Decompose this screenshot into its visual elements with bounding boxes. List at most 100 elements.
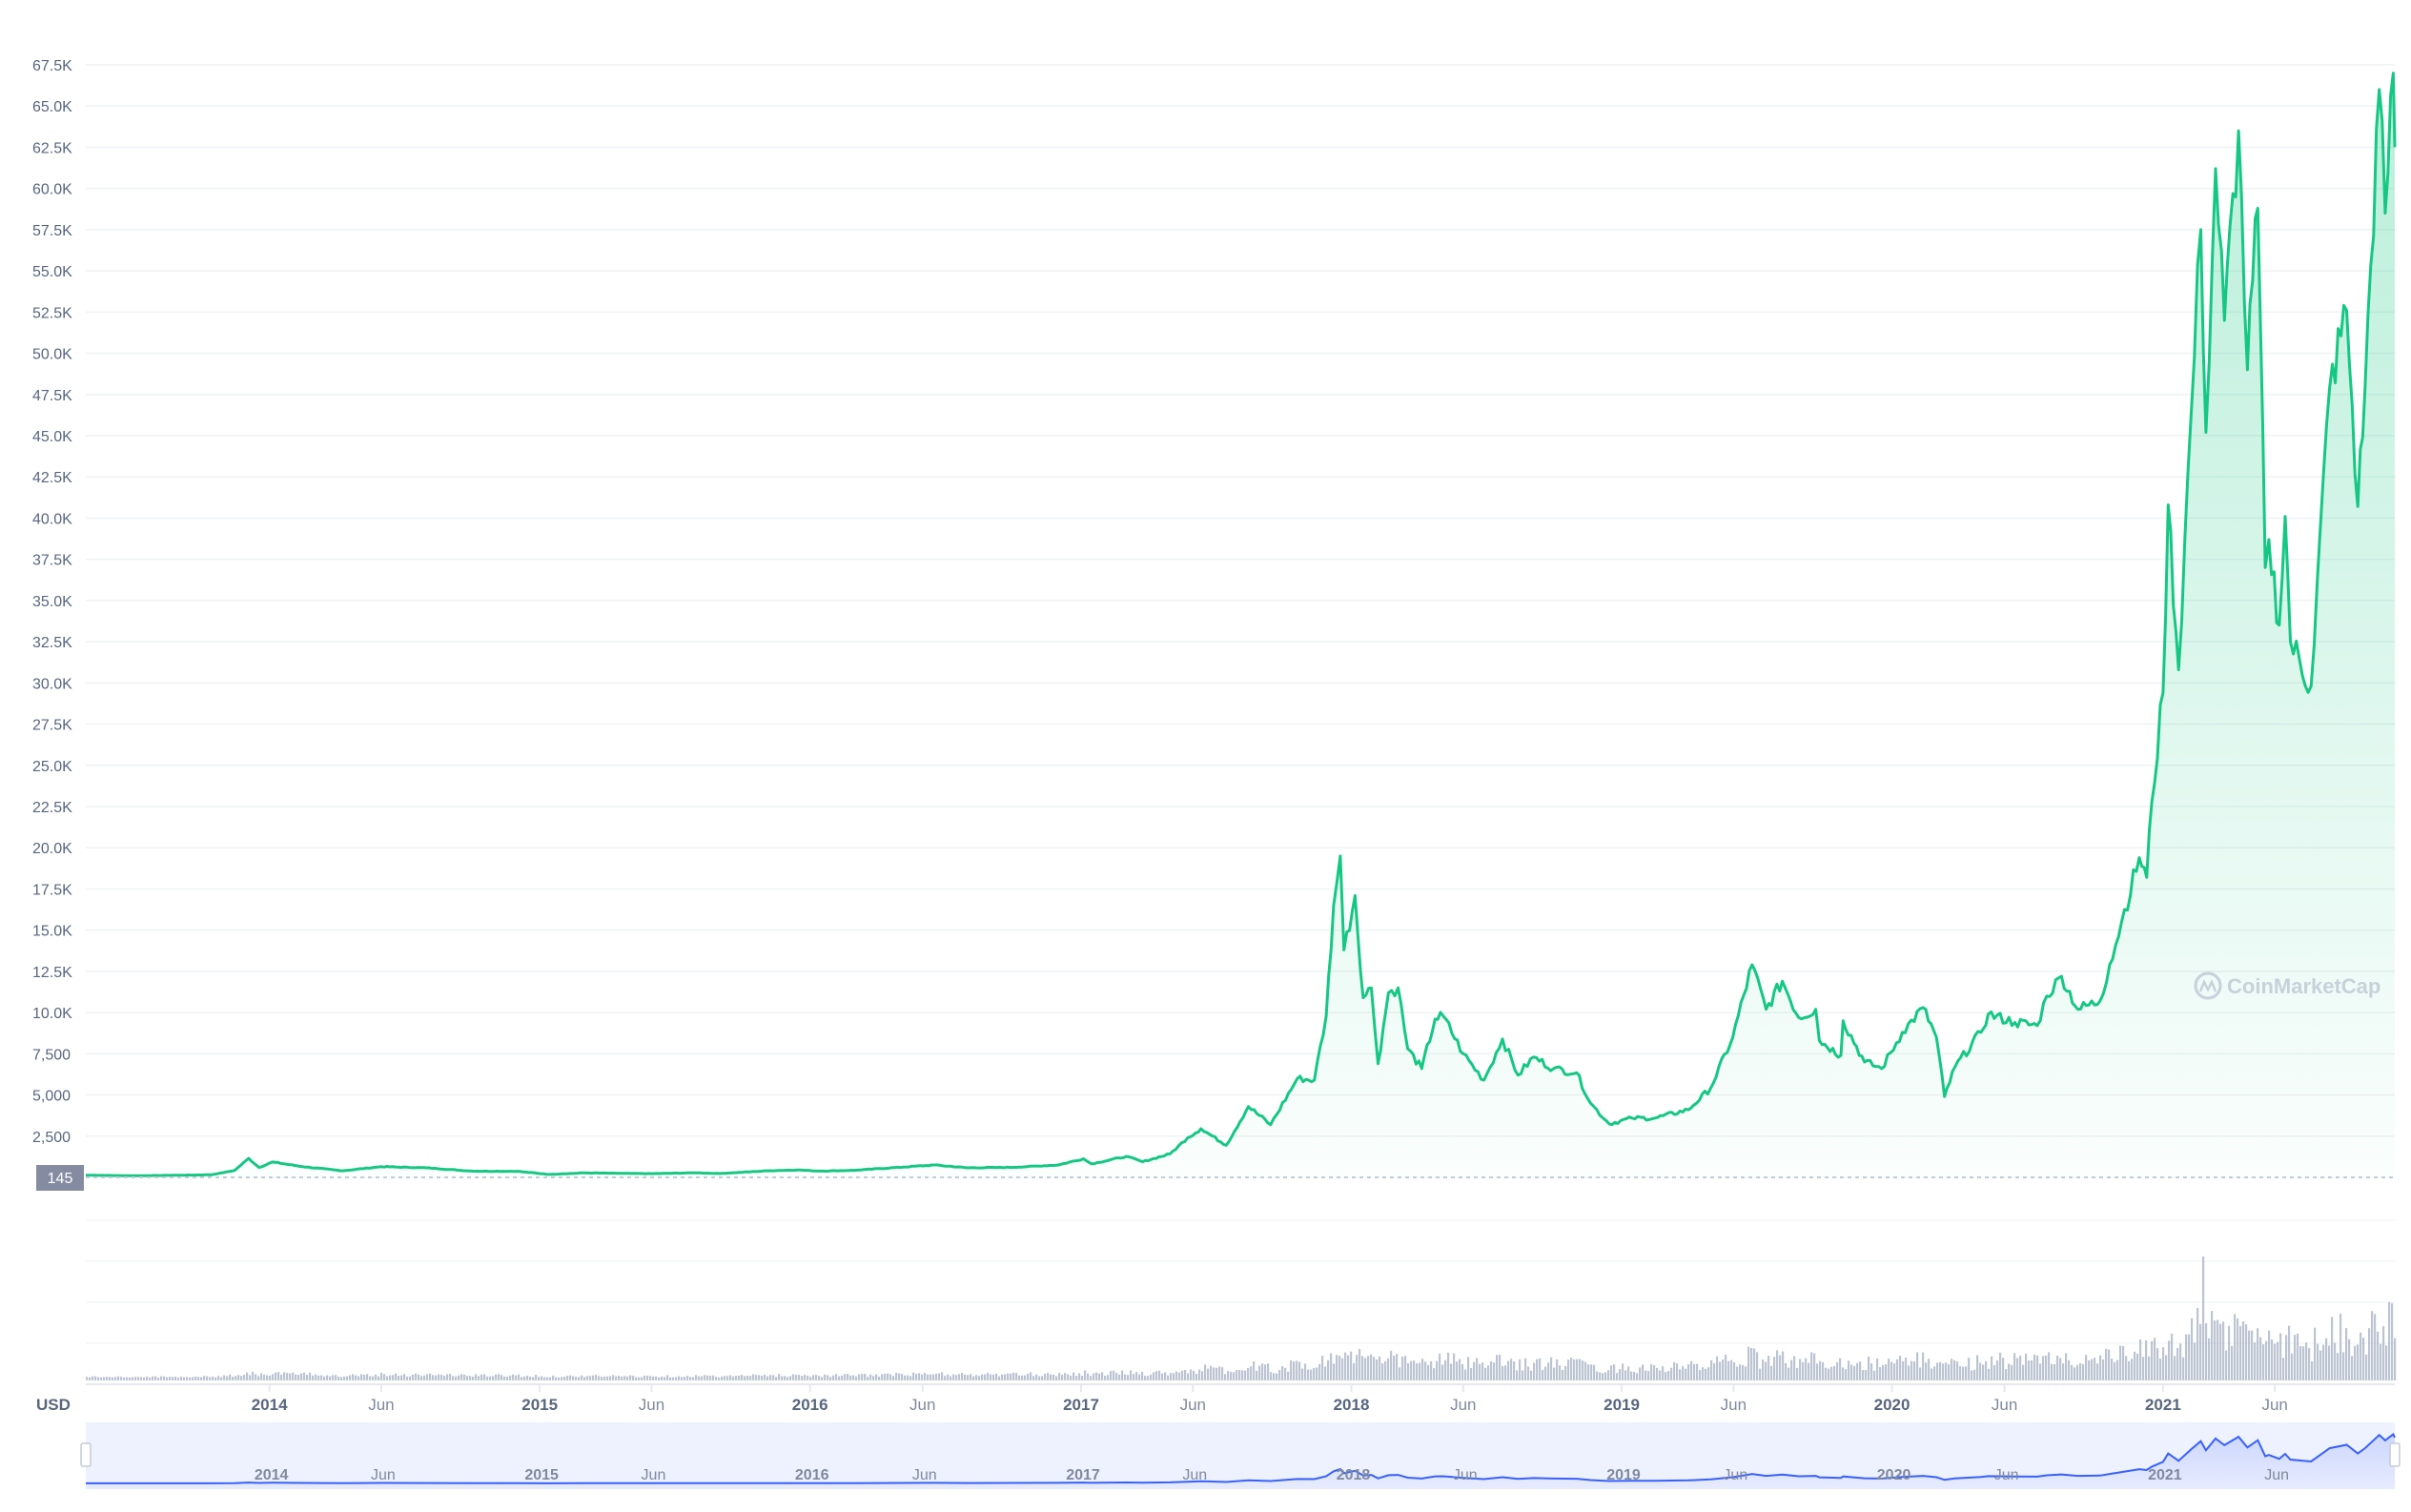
- volume-bar: [1496, 1355, 1499, 1380]
- volume-bar: [243, 1374, 246, 1380]
- volume-bar: [1905, 1358, 1908, 1380]
- volume-bar: [132, 1377, 134, 1380]
- volume-bar: [1441, 1364, 1444, 1380]
- volume-bar: [392, 1375, 395, 1380]
- volume-bar: [1121, 1370, 1124, 1380]
- volume-bar: [706, 1375, 709, 1380]
- volume-bar: [418, 1374, 420, 1380]
- volume-bar: [2005, 1369, 2008, 1380]
- volume-bar: [1547, 1362, 1550, 1380]
- volume-bar: [1473, 1361, 1476, 1380]
- volume-bar: [398, 1376, 400, 1380]
- volume-bar: [478, 1376, 480, 1380]
- volume-bar: [2088, 1360, 2091, 1380]
- volume-bar: [1164, 1372, 1167, 1380]
- volume-bar: [752, 1374, 755, 1380]
- volume-bar: [1747, 1346, 1750, 1380]
- y-tick-label: 42.5K: [32, 470, 72, 486]
- volume-bar: [215, 1377, 217, 1380]
- volume-bar: [875, 1374, 878, 1380]
- volume-bar: [775, 1377, 778, 1380]
- volume-bar: [930, 1374, 932, 1380]
- volume-bar: [1653, 1365, 1656, 1380]
- volume-bar: [1439, 1353, 1441, 1380]
- volume-bar: [661, 1377, 664, 1380]
- volume-bar: [1848, 1360, 1850, 1380]
- volume-bar: [2228, 1325, 2231, 1380]
- volume-bar: [1519, 1359, 1522, 1380]
- volume-bar: [152, 1376, 154, 1380]
- volume-bar: [440, 1374, 443, 1380]
- volume-bar: [546, 1377, 549, 1380]
- volume-bar: [947, 1374, 950, 1380]
- volume-bar: [146, 1376, 149, 1380]
- volume-bar: [1885, 1364, 1888, 1380]
- volume-bar: [2234, 1314, 2237, 1380]
- volume-bar: [1032, 1376, 1035, 1380]
- volume-bar: [847, 1374, 849, 1380]
- navigator-tick-label: Jun: [912, 1467, 937, 1483]
- volume-bar: [1087, 1373, 1090, 1380]
- volume-bar: [1810, 1352, 1813, 1380]
- volume-bar: [1662, 1366, 1665, 1380]
- volume-bar: [197, 1377, 200, 1380]
- volume-bar: [1367, 1356, 1370, 1380]
- volume-bar: [952, 1374, 955, 1380]
- volume-bar: [1213, 1367, 1216, 1380]
- volume-bar: [1693, 1363, 1696, 1380]
- x-tick-label: 2014: [252, 1396, 288, 1414]
- volume-bar: [1413, 1360, 1416, 1380]
- volume-bar: [369, 1376, 372, 1380]
- volume-bar: [1502, 1366, 1504, 1380]
- volume-bar: [2380, 1343, 2382, 1380]
- volume-bar: [2036, 1355, 2039, 1380]
- volume-bar: [2159, 1359, 2162, 1380]
- volume-bar: [2134, 1351, 2136, 1380]
- volume-bar: [1553, 1367, 1556, 1380]
- volume-bar: [246, 1372, 249, 1380]
- volume-bar: [1333, 1363, 1336, 1380]
- volume-bar: [2128, 1360, 2131, 1380]
- volume-bar: [2108, 1349, 2111, 1380]
- volume-bar: [1499, 1355, 1502, 1380]
- volume-bar: [652, 1376, 655, 1380]
- volume-bar: [169, 1377, 172, 1380]
- volume-bars: [86, 1257, 2397, 1380]
- volume-bar: [795, 1375, 798, 1380]
- volume-bar: [592, 1375, 595, 1380]
- volume-bar: [1341, 1358, 1344, 1380]
- volume-bar: [506, 1376, 509, 1380]
- volume-bar: [2388, 1301, 2391, 1380]
- volume-bar: [2039, 1363, 2042, 1380]
- x-axis: 2014 Jun 2015 Jun 2016 Jun 2017 Jun 2018 Jun 2019 J…: [252, 1384, 2288, 1414]
- volume-bar: [1479, 1363, 1481, 1380]
- volume-bar: [815, 1375, 818, 1380]
- volume-bar: [1839, 1358, 1842, 1380]
- volume-bar: [1536, 1359, 1539, 1380]
- volume-bar: [2351, 1356, 2354, 1380]
- volume-bar: [126, 1377, 129, 1380]
- volume-bar: [1093, 1373, 1095, 1380]
- volume-bar: [2025, 1353, 2028, 1380]
- volume-bar: [1742, 1364, 1745, 1380]
- volume-bar: [1896, 1359, 1899, 1380]
- volume-bar: [1387, 1358, 1390, 1380]
- volume-bar: [1636, 1373, 1639, 1380]
- volume-bar: [1221, 1367, 1224, 1380]
- volume-bar: [2211, 1311, 2214, 1380]
- volume-bar: [1084, 1370, 1087, 1380]
- volume-bar: [235, 1376, 237, 1380]
- volume-bar: [286, 1373, 289, 1380]
- y-tick-label: 37.5K: [32, 553, 72, 569]
- navigator-x-axis: 2014 Jun 2015 Jun 2016 Jun 2017 Jun 2018 Jun 2019 J…: [255, 1467, 2289, 1483]
- volume-bar: [1976, 1355, 1979, 1380]
- navigator-tick-label: 2017: [1066, 1467, 1100, 1483]
- volume-bar: [1396, 1354, 1399, 1380]
- volume-bar: [1410, 1360, 1413, 1380]
- volume-bar: [1178, 1372, 1181, 1380]
- volume-bar: [1404, 1356, 1407, 1380]
- volume-bar: [1733, 1361, 1736, 1380]
- volume-bar: [1725, 1354, 1727, 1380]
- x-tick-label: 2017: [1063, 1396, 1099, 1414]
- volume-bar: [1338, 1356, 1341, 1380]
